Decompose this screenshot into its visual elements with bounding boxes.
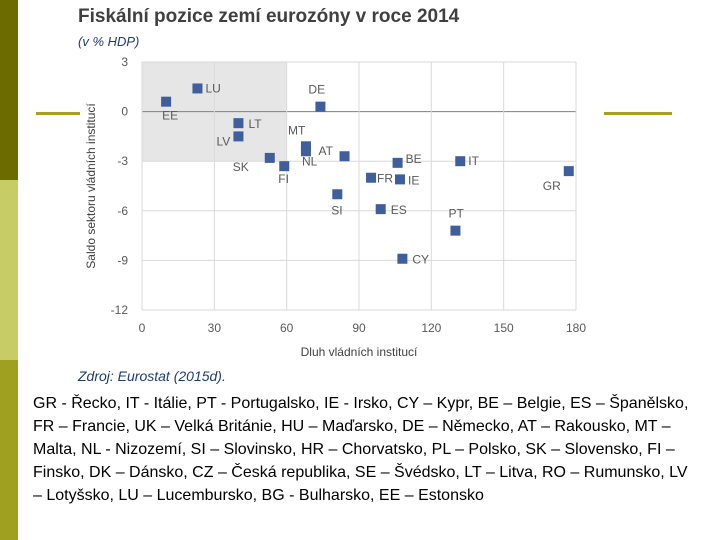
data-label-lt: LT [248,117,262,131]
y-tick-label: 3 [121,55,128,69]
data-point-ee [161,96,172,107]
data-label-pt: PT [448,207,464,221]
x-tick-label: 90 [352,321,366,335]
source-note: Zdroj: Eurostat (2015d). [78,368,226,384]
data-label-lu: LU [205,81,220,95]
data-label-sk: SK [233,160,249,174]
data-point-si [332,189,343,200]
data-label-it: IT [468,154,479,168]
country-abbreviation-legend: GR - Řecko, IT - Itálie, PT - Portugalsk… [33,395,689,504]
data-point-pt [450,225,461,236]
y-tick-label: -3 [117,154,128,168]
data-label-fi: FI [278,172,289,186]
data-point-cy [397,253,408,264]
x-tick-label: 30 [208,321,222,335]
x-tick-label: 150 [494,321,514,335]
sidebar-accent-dark [0,0,18,180]
data-point-de [315,101,326,112]
y-tick-label: -9 [117,253,128,267]
data-point-ie [394,174,405,185]
data-label-de: DE [308,83,325,97]
sidebar-accent-mid [0,360,18,540]
y-axis-label: Saldo sektoru vládních institucí [84,103,98,269]
data-point-lv [233,131,244,142]
data-point-sk [264,152,275,163]
y-tick-label: -12 [111,303,129,317]
accent-line-left [36,112,80,115]
data-label-fr: FR [377,172,393,186]
x-tick-label: 0 [139,321,146,335]
data-label-ie: IE [408,173,419,187]
data-label-si: SI [331,203,342,217]
data-point-gr [563,166,574,177]
data-label-be: BE [406,152,422,166]
data-point-lu [192,83,203,94]
accent-line-right [604,112,672,115]
data-point-at [339,151,350,162]
data-label-gr: GR [543,179,561,193]
data-label-cy: CY [412,253,429,267]
data-label-at: AT [319,144,334,158]
data-point-lt [233,118,244,129]
data-point-it [455,156,466,167]
data-label-mt: MT [288,123,306,137]
y-tick-label: 0 [121,105,128,119]
chart-title: Fiskální pozice zemí eurozóny v roce 201… [78,6,460,27]
x-tick-label: 60 [280,321,294,335]
data-point-es [375,204,386,215]
chart-subtitle: (v % HDP) [78,34,140,49]
x-axis-label: Dluh vládních institucí [301,345,418,359]
data-label-lv: LV [216,134,230,148]
x-tick-label: 120 [421,321,441,335]
data-point-fr [366,172,377,183]
y-tick-label: -6 [117,204,128,218]
sidebar-accent-light [0,180,18,360]
data-point-be [392,157,403,168]
x-tick-label: 180 [566,321,586,335]
data-label-es: ES [391,203,407,217]
data-point-nl [300,146,311,157]
data-point-fi [279,161,290,172]
data-label-ee: EE [162,109,178,123]
data-label-nl: NL [302,154,318,168]
